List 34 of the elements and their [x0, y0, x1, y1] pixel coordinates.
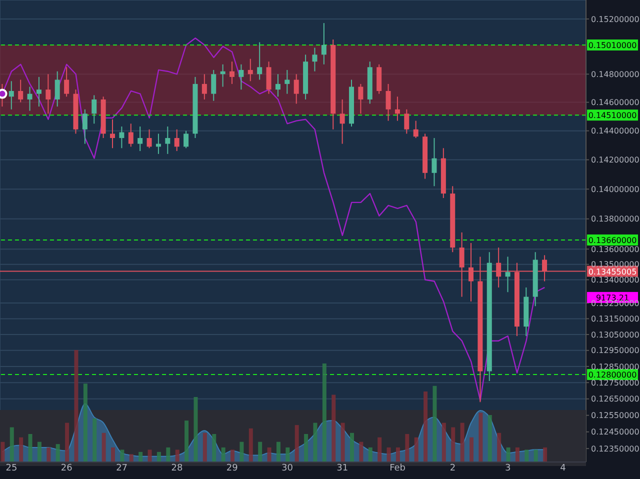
y-tick-label: 0.12350000	[591, 444, 640, 454]
ref-line-label: 0.13455005	[588, 267, 637, 276]
ref-line-label: 0.15010000	[588, 40, 637, 50]
ref-line-label: 0.13660000	[588, 236, 637, 245]
x-tick-label: 3	[505, 463, 511, 474]
y-tick-label: 0.13600000	[591, 244, 640, 254]
x-tick-label: 29	[226, 463, 238, 474]
ref-line-label: 0.12800000	[588, 370, 637, 380]
x-tick-label: 31	[336, 463, 348, 474]
x-tick-label: 30	[282, 463, 294, 474]
y-tick-label: 0.12850000	[591, 362, 640, 372]
y-tick-label: 0.14200000	[591, 156, 640, 165]
y-tick-label: 0.13150000	[591, 314, 640, 324]
x-tick-label: 4	[560, 463, 566, 474]
x-tick-label: 28	[171, 463, 183, 474]
x-tick-label: 26	[60, 463, 73, 474]
y-tick-label: 0.13400000	[591, 276, 640, 285]
y-tick-label: 0.13800000	[591, 214, 640, 224]
x-tick-label: 2	[450, 463, 456, 474]
y-tick-label: 0.12550000	[591, 411, 640, 420]
y-tick-label: 0.15200000	[591, 14, 640, 24]
y-tick-label: 0.12650000	[591, 394, 640, 404]
ref-line-label: 0.14510000	[588, 111, 637, 120]
y-tick-label: 0.13050000	[591, 330, 640, 340]
y-tick-label: 0.14000000	[591, 184, 640, 194]
y-tick-label: 0.14800000	[591, 70, 640, 79]
y-tick-label: 0.12950000	[591, 346, 640, 356]
y-tick-label: 0.14600000	[591, 98, 640, 108]
y-tick-label: 0.12750000	[591, 378, 640, 388]
y-tick-label: 0.12450000	[591, 428, 640, 437]
y-tick-label: 0.14400000	[591, 126, 640, 136]
x-tick-label: 27	[116, 463, 128, 474]
x-tick-label: 25	[6, 463, 18, 474]
x-tick-label: Feb	[390, 463, 406, 474]
